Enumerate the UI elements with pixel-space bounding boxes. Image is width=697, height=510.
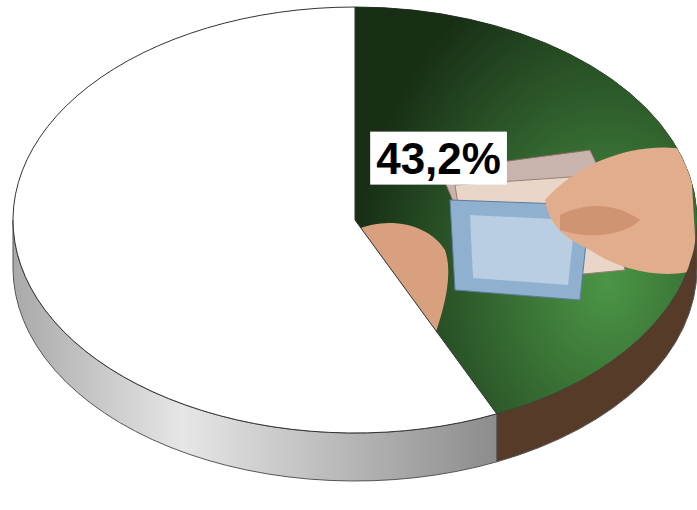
data-label: 43,2%	[376, 134, 501, 183]
pie-top	[13, 0, 697, 470]
label-background	[370, 132, 507, 185]
hand	[545, 147, 697, 273]
data-labels: 43,2%	[370, 132, 507, 185]
pie-slice	[13, 7, 497, 433]
finger	[560, 206, 640, 235]
chart: 43,2%	[0, 0, 697, 510]
